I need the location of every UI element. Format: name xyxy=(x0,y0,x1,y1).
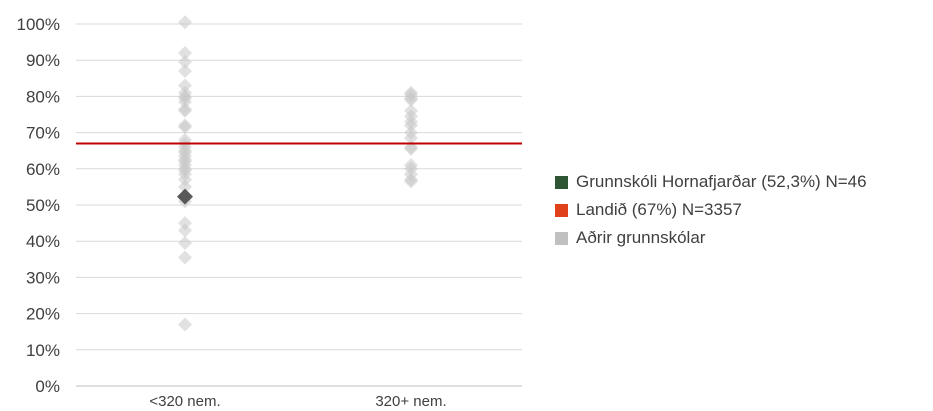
y-tick-label: 50% xyxy=(26,196,60,215)
data-point xyxy=(178,103,192,118)
legend-swatch-country xyxy=(555,203,568,217)
data-point xyxy=(404,174,418,189)
data-point xyxy=(178,55,192,70)
y-tick-label: 80% xyxy=(26,87,60,106)
data-point xyxy=(178,317,192,332)
gridlines xyxy=(76,23,522,387)
y-tick-label: 20% xyxy=(26,305,60,324)
legend-item-country: Landið (67%) N=3357 xyxy=(555,196,867,224)
data-point xyxy=(178,78,192,93)
legend-item-other-schools: Aðrir grunnskólar xyxy=(555,224,867,252)
y-tick-label: 40% xyxy=(26,232,60,251)
data-point xyxy=(178,216,192,231)
legend-label-other-schools: Aðrir grunnskólar xyxy=(576,228,706,247)
data-point xyxy=(404,118,418,133)
data-point xyxy=(178,179,192,194)
legend-swatch-school xyxy=(555,175,568,189)
y-axis-tick-labels: 0% 10% 20% 30% 40% 50% 60% 70% 80% 90% 100% xyxy=(17,15,60,396)
data-point xyxy=(404,93,418,108)
data-point xyxy=(178,236,192,251)
data-point xyxy=(178,223,192,238)
highlight-point xyxy=(177,188,193,205)
data-point xyxy=(178,45,192,60)
legend: Grunnskóli Hornafjarðar (52,3%) N=46 Lan… xyxy=(555,168,867,252)
legend-label-country: Landið (67%) N=3357 xyxy=(576,200,742,219)
y-tick-label: 30% xyxy=(26,268,60,287)
data-point xyxy=(178,94,192,109)
y-tick-label: 70% xyxy=(26,124,60,143)
y-tick-label: 90% xyxy=(26,51,60,70)
y-tick-label: 0% xyxy=(35,377,60,396)
y-tick-label: 60% xyxy=(26,160,60,179)
y-tick-label: 10% xyxy=(26,341,60,360)
y-tick-label: 100% xyxy=(17,15,60,34)
data-point xyxy=(178,64,192,79)
data-points xyxy=(178,15,418,332)
x-category-label: 320+ nem. xyxy=(375,393,446,410)
highlight-group xyxy=(177,188,193,205)
data-point xyxy=(178,120,192,135)
legend-swatch-other-schools xyxy=(555,231,568,245)
data-point xyxy=(404,131,418,146)
legend-item-school: Grunnskóli Hornafjarðar (52,3%) N=46 xyxy=(555,168,867,196)
legend-label-school: Grunnskóli Hornafjarðar (52,3%) N=46 xyxy=(576,172,867,191)
data-point xyxy=(404,141,418,156)
scatter-chart: 0% 10% 20% 30% 40% 50% 60% 70% 80% 90% 100% <320 n… xyxy=(17,15,522,410)
data-point xyxy=(178,250,192,265)
x-category-label: <320 nem. xyxy=(149,393,220,410)
x-axis-category-labels: <320 nem. 320+ nem. xyxy=(149,393,446,410)
data-point xyxy=(178,172,192,187)
data-point xyxy=(178,15,192,30)
